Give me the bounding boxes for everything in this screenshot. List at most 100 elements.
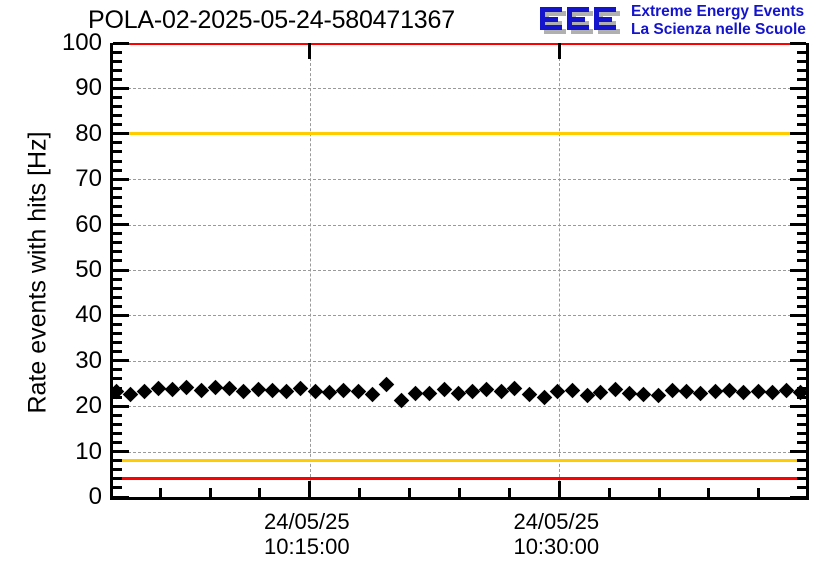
y-axis-minor-tick xyxy=(797,95,806,99)
logo-line-2: La Scienza nelle Scuole xyxy=(631,21,806,38)
y-axis-minor-tick xyxy=(797,395,806,399)
y-axis-minor-tick xyxy=(797,350,806,354)
y-axis-tick xyxy=(113,268,129,272)
data-point xyxy=(521,387,538,403)
data-point xyxy=(279,383,295,399)
y-axis-minor-tick xyxy=(797,477,806,481)
y-axis-minor-tick xyxy=(797,77,806,81)
y-axis-minor-tick xyxy=(113,386,122,390)
vertical-gridline xyxy=(559,43,561,497)
y-axis-minor-tick xyxy=(113,250,122,254)
x-axis-tick-label-time: 10:15:00 xyxy=(263,534,350,559)
y-axis-minor-tick xyxy=(113,304,122,308)
y-axis-tick-label: 40 xyxy=(75,301,102,329)
x-axis-tick xyxy=(308,481,312,497)
x-axis-minor-tick xyxy=(358,488,362,497)
y-axis-minor-tick xyxy=(797,304,806,308)
x-axis-tick-top xyxy=(308,43,312,59)
y-axis-minor-tick xyxy=(797,114,806,118)
y-axis-tick xyxy=(113,404,129,408)
y-axis-tick-label: 90 xyxy=(75,74,102,102)
y-axis-minor-tick xyxy=(113,468,122,472)
y-axis-tick-label: 20 xyxy=(75,392,102,420)
data-point xyxy=(221,381,238,397)
data-point xyxy=(335,382,352,399)
data-point xyxy=(679,383,695,400)
y-axis-tick-label: 80 xyxy=(75,119,102,147)
y-axis-tick-label: 30 xyxy=(75,346,102,374)
y-axis-minor-tick xyxy=(797,232,806,236)
data-point xyxy=(236,383,252,399)
x-axis-minor-tick xyxy=(757,488,761,497)
y-axis-tick xyxy=(113,450,129,454)
y-axis-minor-tick xyxy=(113,286,122,290)
y-axis-tick xyxy=(113,132,129,136)
y-axis-minor-tick xyxy=(797,214,806,218)
vertical-gridline xyxy=(309,43,311,497)
y-axis-minor-tick xyxy=(113,232,122,236)
y-axis-minor-tick xyxy=(797,105,806,109)
y-axis-tick xyxy=(113,41,129,45)
y-axis-minor-tick xyxy=(797,259,806,263)
y-axis-minor-tick xyxy=(113,114,122,118)
y-axis-minor-tick xyxy=(113,395,122,399)
y-axis-minor-tick xyxy=(113,322,122,326)
x-axis-tick-label-time: 10:30:00 xyxy=(513,534,600,559)
data-point xyxy=(692,386,709,402)
y-axis-tick xyxy=(790,359,806,363)
lower-red-limit xyxy=(113,477,806,481)
y-axis-minor-tick xyxy=(797,413,806,417)
y-axis-minor-tick xyxy=(113,350,122,354)
y-axis-tick xyxy=(113,223,129,227)
y-axis-tick xyxy=(790,495,806,499)
data-point xyxy=(178,379,195,395)
horizontal-gridline xyxy=(113,224,806,226)
plot-area xyxy=(113,43,806,497)
y-axis-minor-tick xyxy=(797,250,806,254)
y-axis-minor-tick xyxy=(113,477,122,481)
data-point xyxy=(264,382,281,399)
y-axis-tick xyxy=(790,450,806,454)
y-axis-minor-tick xyxy=(113,422,122,426)
eee-logo-icon xyxy=(540,7,620,34)
data-point xyxy=(735,384,752,401)
horizontal-gridline xyxy=(113,451,806,453)
data-point xyxy=(321,384,337,401)
data-point xyxy=(493,383,509,399)
y-axis-minor-tick xyxy=(797,368,806,372)
y-axis-minor-tick xyxy=(797,441,806,445)
x-axis-minor-tick xyxy=(657,488,661,497)
y-axis-minor-tick xyxy=(797,286,806,290)
data-point xyxy=(564,382,581,399)
y-axis-minor-tick xyxy=(113,123,122,127)
data-point xyxy=(764,384,780,400)
y-axis-tick xyxy=(790,313,806,317)
eee-logo-text: Extreme Energy Events La Scienza nelle S… xyxy=(631,3,831,39)
data-point xyxy=(464,383,481,399)
data-point xyxy=(721,382,738,399)
y-axis-minor-tick xyxy=(797,459,806,463)
y-axis-minor-tick xyxy=(113,413,122,417)
x-axis-tick-label-date: 24/05/25 xyxy=(263,509,350,534)
y-axis-minor-tick xyxy=(113,368,122,372)
y-axis-minor-tick xyxy=(797,468,806,472)
x-axis-minor-tick xyxy=(607,488,611,497)
x-axis-minor-tick xyxy=(158,488,162,497)
y-axis-tick-label: 50 xyxy=(75,256,102,283)
y-axis-tick xyxy=(113,495,129,499)
y-axis-tick xyxy=(113,86,129,90)
page-title: POLA-02-2025-05-24-580471367 xyxy=(88,6,455,34)
data-point xyxy=(350,383,367,399)
data-point xyxy=(478,382,495,398)
x-axis-tick-label: 24/05/25 10:15:00 xyxy=(217,509,397,559)
y-axis-minor-tick xyxy=(797,241,806,245)
y-axis-minor-tick xyxy=(797,431,806,435)
y-axis-tick xyxy=(790,404,806,408)
y-axis-minor-tick xyxy=(113,95,122,99)
y-axis-minor-tick xyxy=(113,259,122,263)
y-axis-minor-tick xyxy=(113,150,122,154)
y-axis-minor-tick xyxy=(113,77,122,81)
y-axis-minor-tick xyxy=(113,68,122,72)
y-axis-minor-tick xyxy=(797,168,806,172)
y-axis-minor-tick xyxy=(113,441,122,445)
